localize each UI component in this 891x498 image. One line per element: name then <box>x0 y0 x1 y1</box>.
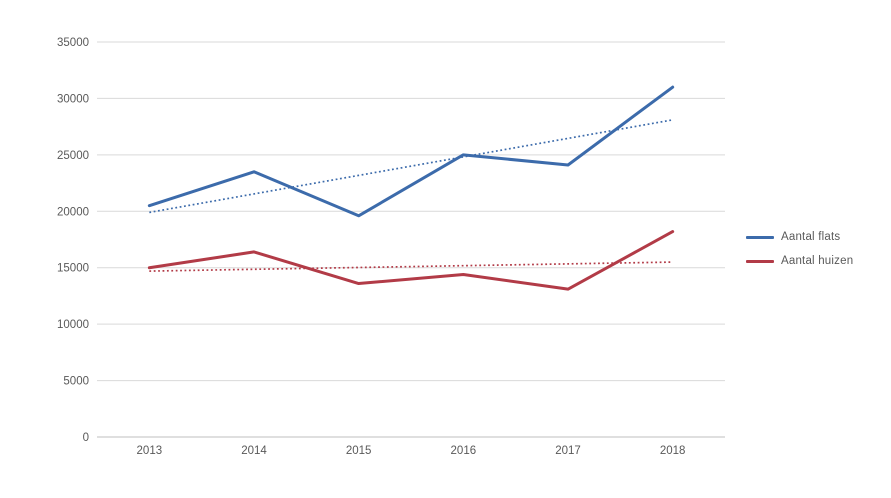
legend-line-swatch-huizen <box>746 259 774 263</box>
y-tick-label: 20000 <box>57 206 89 218</box>
y-tick-label: 35000 <box>57 37 89 49</box>
x-tick-label: 2013 <box>137 445 163 457</box>
trendline-aantal-huizen <box>149 261 673 272</box>
y-tick-label: 10000 <box>57 319 89 331</box>
x-tick-label: 2016 <box>451 445 477 457</box>
y-tick-label: 25000 <box>57 150 89 162</box>
series-line-aantal-flats[interactable] <box>147 85 675 218</box>
x-tick-label: 2015 <box>346 445 372 457</box>
x-tick-label: 2014 <box>241 445 267 457</box>
legend-line-swatch-flats <box>746 235 774 239</box>
legend-label: Aantal huizen <box>781 255 854 267</box>
y-tick-label: 0 <box>83 432 89 444</box>
chart-legend: Aantal flats Aantal huizen <box>746 225 853 273</box>
legend-label: Aantal flats <box>781 231 841 243</box>
y-tick-label: 30000 <box>57 93 89 105</box>
series-line-aantal-huizen[interactable] <box>147 230 675 291</box>
x-tick-label: 2017 <box>555 445 581 457</box>
y-tick-label: 15000 <box>57 263 89 275</box>
y-tick-label: 5000 <box>63 376 89 388</box>
trendline-aantal-flats <box>149 119 673 214</box>
legend-item-aantal-flats[interactable]: Aantal flats <box>746 225 853 249</box>
legend-item-aantal-huizen[interactable]: Aantal huizen <box>746 249 853 273</box>
x-tick-label: 2018 <box>660 445 686 457</box>
